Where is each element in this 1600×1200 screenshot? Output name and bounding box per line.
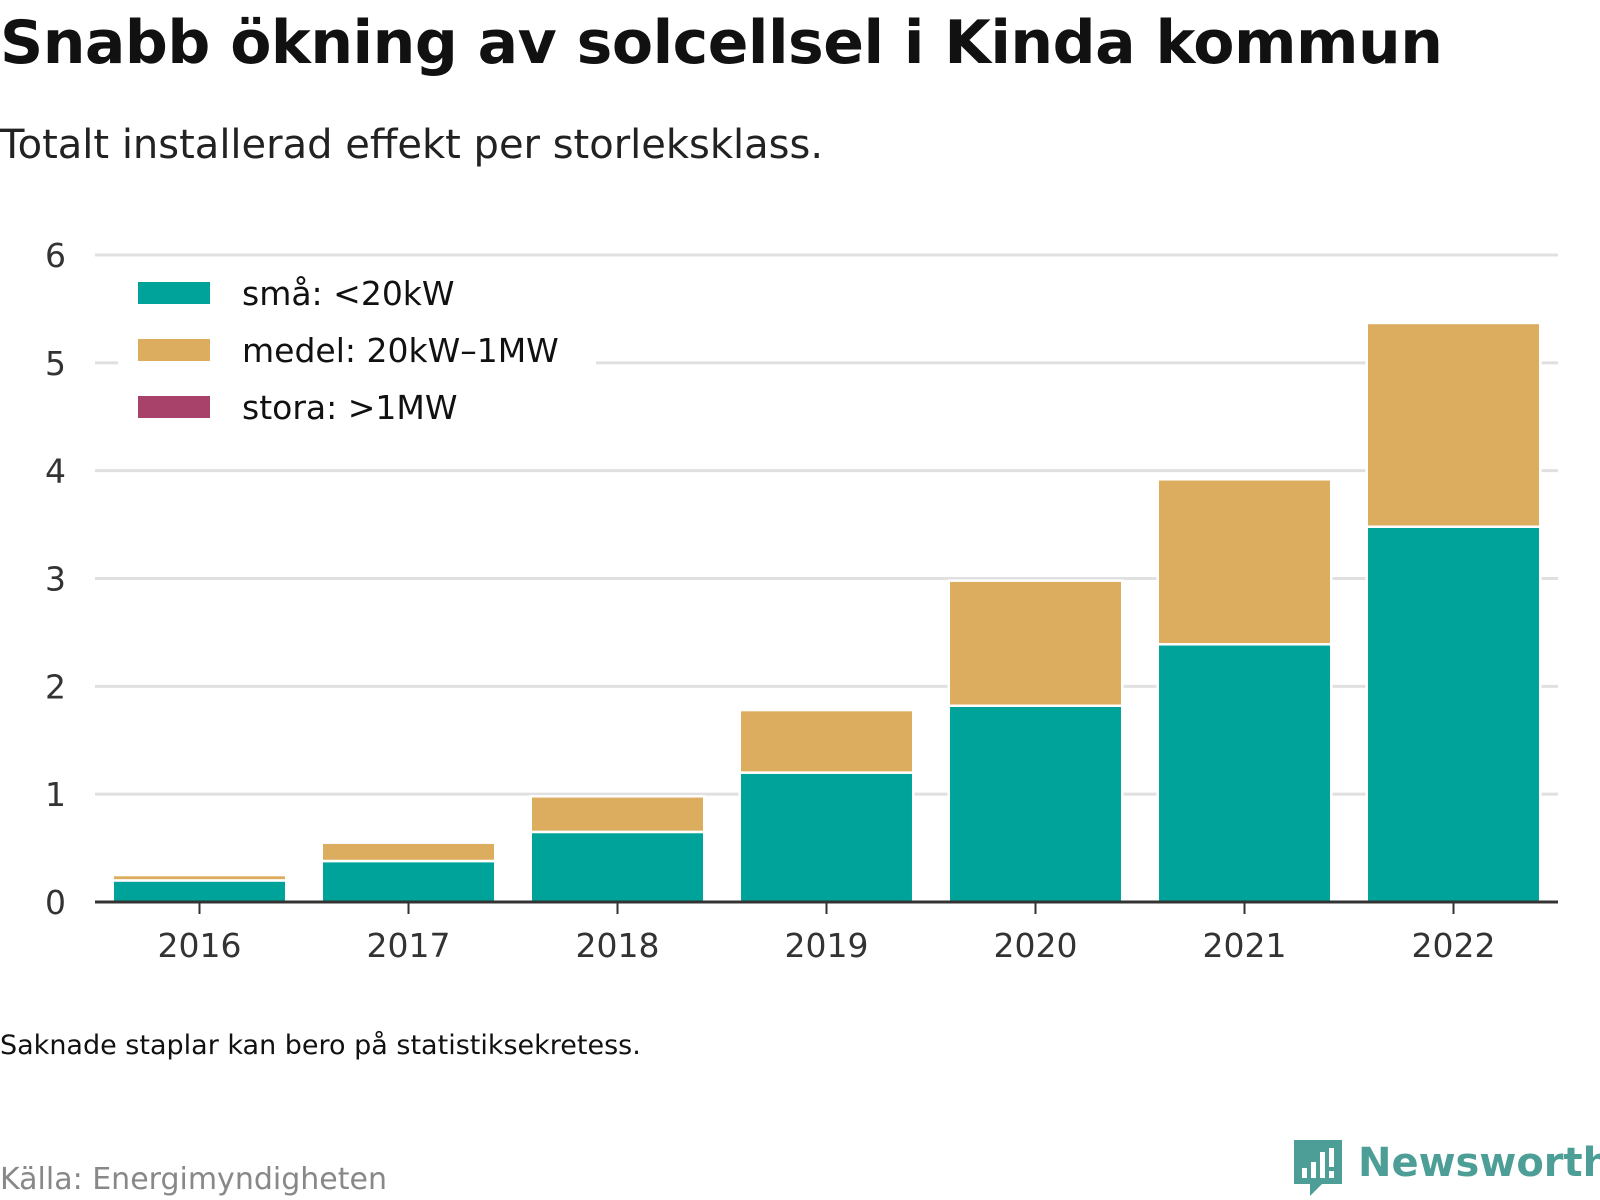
x-tick-label: 2018 — [576, 926, 660, 965]
x-tick-label: 2016 — [158, 926, 242, 965]
bar-segment — [1156, 643, 1333, 904]
bar-segment — [320, 841, 497, 863]
bar-segment — [1365, 321, 1542, 528]
x-tick-label: 2017 — [367, 926, 451, 965]
bar-segment — [1156, 478, 1333, 646]
y-tick-label: 5 — [45, 344, 66, 383]
y-tick-label: 1 — [45, 775, 66, 814]
bar-segment — [1365, 525, 1542, 904]
y-tick-label: 6 — [45, 236, 66, 275]
y-tick-label: 2 — [45, 667, 66, 706]
x-tick-label: 2020 — [994, 926, 1078, 965]
chart-subtitle: Totalt installerad effekt per storlekskl… — [0, 122, 824, 168]
legend-swatch — [138, 339, 210, 361]
y-tick-label: 0 — [45, 883, 66, 922]
bar-segment — [529, 830, 706, 904]
chart-title: Snabb ökning av solcellsel i Kinda kommu… — [0, 8, 1443, 78]
y-tick-label: 4 — [45, 452, 66, 491]
bar-segment — [111, 879, 288, 904]
newsworthy-logo-icon — [1294, 1140, 1342, 1196]
bar-segment — [529, 795, 706, 834]
brand-name: Newsworthy — [1358, 1140, 1600, 1186]
bar-segment — [947, 579, 1124, 707]
legend-swatch — [138, 396, 210, 418]
legend-swatch — [138, 282, 210, 304]
bar-segment — [947, 704, 1124, 904]
bars — [111, 321, 1542, 904]
bar-segment — [320, 859, 497, 904]
x-tick-label: 2019 — [785, 926, 869, 965]
bar-segment — [738, 771, 915, 904]
footnote: Saknade staplar kan bero på statistiksek… — [0, 1030, 641, 1061]
legend-label: små: <20kW — [242, 274, 455, 313]
stacked-bar-chart: 0 1 2 3 4 5 6 2016 2017 2018 2019 2020 2021 2022 små:… — [45, 236, 1558, 965]
x-tick-label: 2022 — [1412, 926, 1496, 965]
bar-segment — [111, 873, 288, 882]
source-credit: Källa: Energimyndigheten — [0, 1162, 387, 1197]
legend-label: stora: >1MW — [242, 388, 457, 427]
legend-label: medel: 20kW–1MW — [242, 331, 559, 370]
brand-logo: Newsworthy — [1292, 1138, 1600, 1198]
y-tick-label: 3 — [45, 560, 66, 599]
bar-segment — [738, 708, 915, 774]
axes: 0 1 2 3 4 5 6 2016 2017 2018 2019 2020 2021 2022 — [45, 236, 1558, 965]
x-tick-label: 2021 — [1203, 926, 1287, 965]
legend: små: <20kW medel: 20kW–1MW stora: >1MW — [118, 260, 596, 438]
